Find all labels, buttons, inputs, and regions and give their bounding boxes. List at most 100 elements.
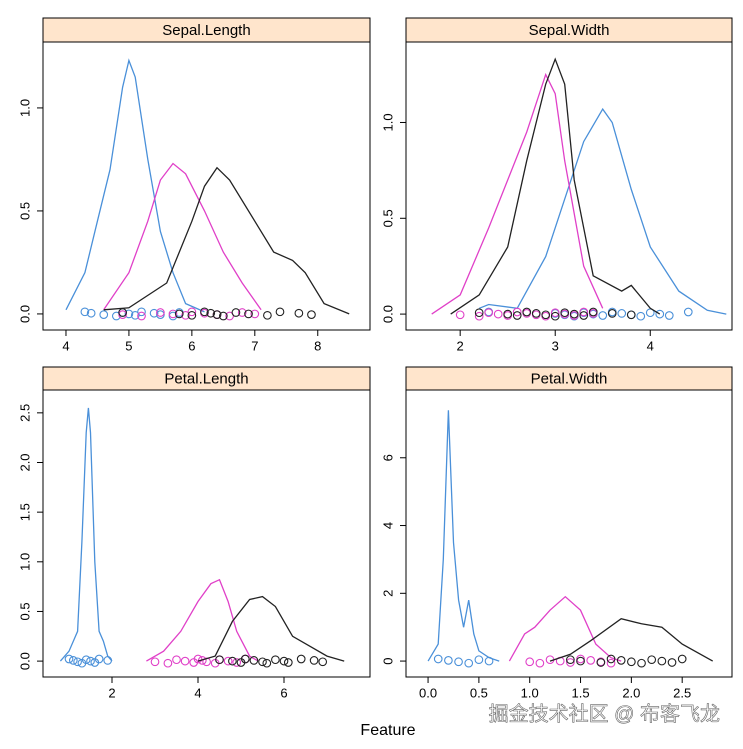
rug-point (531, 309, 541, 318)
panel-title: Sepal.Length (162, 22, 250, 39)
rug-point (118, 308, 127, 317)
y-tick-label: 0 (380, 657, 395, 664)
density-line (431, 72, 604, 315)
plot-area (405, 41, 733, 331)
rug-point (73, 657, 82, 667)
rug-point (503, 309, 513, 319)
rug-point (283, 658, 293, 667)
rug-point (596, 658, 606, 667)
rug-point (223, 656, 233, 666)
rug-point (433, 654, 443, 664)
rug-point (512, 311, 522, 320)
rug-point (626, 310, 636, 320)
rug-point (493, 309, 503, 319)
rug-point (64, 654, 74, 664)
rug-point (309, 656, 319, 665)
rug-point (250, 309, 260, 319)
x-tick-label: 3 (552, 338, 559, 353)
rug-point (579, 311, 589, 320)
y-tick-label: 0.5 (17, 602, 32, 620)
x-tick-label: 6 (280, 685, 287, 700)
rug-point (215, 655, 224, 665)
rug-point (484, 308, 494, 318)
x-tick-label: 1.5 (571, 685, 589, 700)
rug-point (535, 658, 545, 668)
rug-point (576, 656, 585, 666)
rug-point (99, 310, 109, 319)
rug-point (232, 658, 242, 667)
density-line (508, 595, 622, 662)
rug-point (569, 309, 579, 319)
y-tick-label: 2.5 (17, 404, 32, 422)
rug-point (206, 308, 216, 318)
y-tick-label: 6 (380, 454, 395, 461)
y-tick-label: 0.5 (380, 209, 395, 227)
density-line (146, 578, 259, 662)
rug-point (484, 656, 494, 666)
plot-content (427, 410, 714, 668)
x-tick-label: 7 (251, 338, 258, 353)
rug-point (667, 658, 677, 667)
rug-point (455, 310, 465, 320)
rug-point (271, 655, 280, 665)
rug-point (683, 307, 693, 317)
x-tick-label: 2 (108, 685, 115, 700)
rug-point (172, 655, 181, 665)
rug-point (228, 656, 237, 666)
rug-point (80, 307, 90, 317)
rug-point (187, 310, 197, 320)
rug-point (231, 308, 241, 317)
rug-point (180, 656, 190, 666)
rug-point (664, 311, 674, 320)
rug-point (579, 307, 589, 317)
rug-point (636, 311, 646, 321)
rug-point (606, 658, 616, 668)
rug-point (137, 307, 146, 317)
density-line (103, 162, 262, 311)
plot-content (59, 407, 345, 668)
x-tick-label: 4 (647, 338, 654, 353)
rug-point (454, 657, 463, 667)
rug-point (187, 307, 197, 317)
rug-point (262, 658, 272, 668)
plot-content (65, 58, 350, 321)
rug-point (212, 310, 222, 319)
x-tick-label: 8 (314, 338, 321, 353)
rug-point (617, 309, 627, 318)
rug-point (307, 310, 316, 319)
x-tick-label: 0.0 (419, 685, 437, 700)
rug-point (200, 307, 209, 317)
rug-point (444, 656, 453, 665)
y-tick-label: 2.0 (17, 453, 32, 471)
rug-point (275, 307, 285, 317)
rug-point (279, 656, 289, 666)
rug-point (218, 311, 228, 321)
watermark: 掘金技术社区 @ 布客飞龙 (489, 702, 720, 725)
rug-point (237, 308, 247, 317)
panel-title: Petal.Length (164, 370, 248, 387)
y-tick-label: 1.0 (17, 99, 32, 117)
plot-content (431, 57, 727, 321)
y-tick-label: 4 (380, 522, 395, 529)
rug-point (647, 655, 657, 665)
rug-point (94, 654, 104, 664)
rug-point (512, 307, 522, 317)
plot-area (42, 389, 371, 678)
y-tick-label: 0.0 (380, 305, 395, 323)
panel-title: Sepal.Width (529, 22, 610, 39)
x-tick-label: 0.5 (470, 685, 488, 700)
y-tick-label: 1.5 (17, 503, 32, 521)
rug-point (550, 308, 560, 318)
rug-point (474, 655, 484, 665)
rug-point (522, 307, 532, 317)
density-line (427, 410, 500, 662)
density-line (549, 617, 714, 662)
rug-point (588, 307, 598, 317)
rug-point (240, 654, 250, 664)
rug-point (566, 658, 575, 667)
rug-point (103, 656, 113, 665)
density-line (478, 107, 727, 315)
density-line (103, 166, 350, 315)
rug-point (168, 309, 178, 319)
